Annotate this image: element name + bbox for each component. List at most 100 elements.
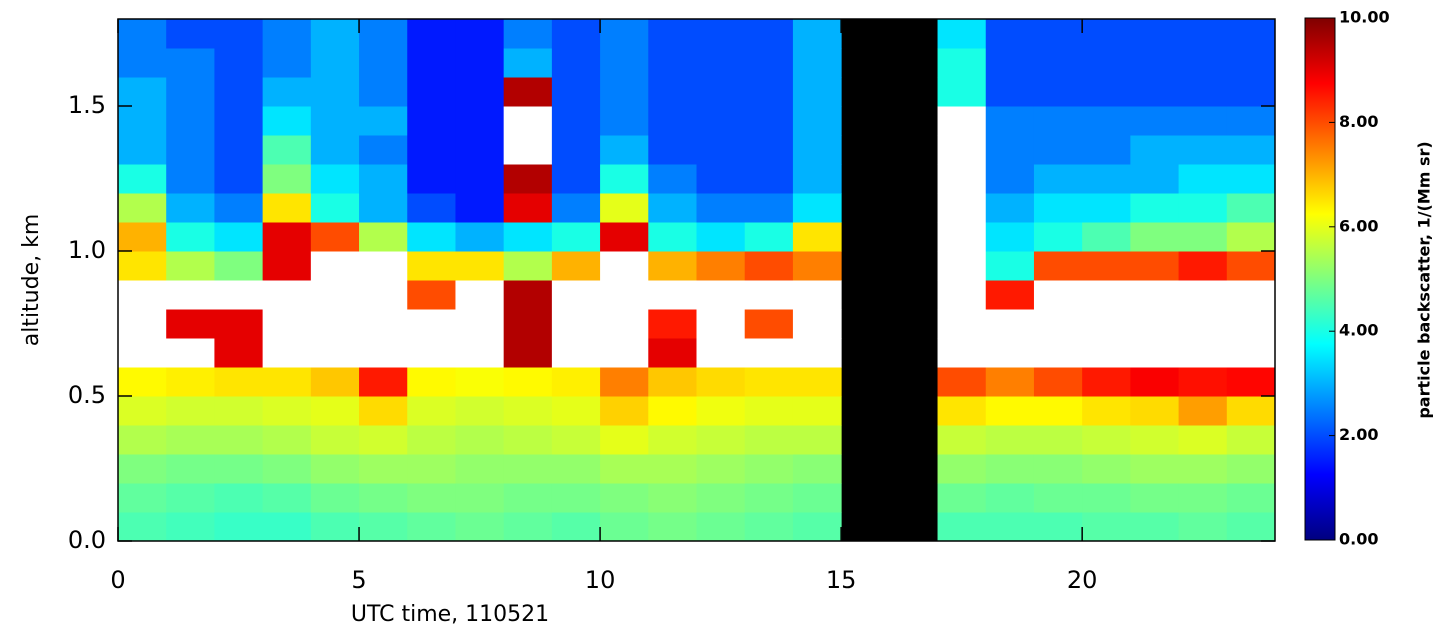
heatmap-cell <box>551 396 601 426</box>
y-axis-label: altitude, km <box>19 214 44 347</box>
heatmap-cell <box>1226 77 1276 107</box>
heatmap-cell <box>937 512 987 542</box>
heatmap-cell <box>792 164 842 194</box>
heatmap-cell <box>1033 367 1083 397</box>
heatmap-cell <box>503 309 553 339</box>
heatmap-cell <box>166 222 215 252</box>
heatmap-cell <box>1082 454 1131 484</box>
heatmap-cell <box>359 367 408 397</box>
heatmap-cell <box>407 193 456 223</box>
heatmap-cell <box>359 48 408 78</box>
heatmap-cell <box>1226 483 1276 513</box>
heatmap-cell <box>1130 48 1180 78</box>
heatmap-cell <box>1178 280 1228 310</box>
heatmap-cell <box>696 396 746 426</box>
heatmap-cell <box>214 396 264 426</box>
heatmap-cell <box>937 483 987 513</box>
heatmap-cell <box>166 454 215 484</box>
heatmap-cell <box>118 19 167 49</box>
heatmap-cell <box>696 48 746 78</box>
heatmap-cell <box>1082 280 1131 310</box>
heatmap-cell <box>1033 338 1083 368</box>
heatmap-cell <box>455 164 505 194</box>
heatmap-cell <box>696 367 746 397</box>
heatmap-cell <box>744 251 794 281</box>
heatmap-cell <box>407 280 456 310</box>
heatmap-cell <box>600 19 649 49</box>
heatmap-cell <box>696 106 746 136</box>
heatmap-cell <box>118 425 167 455</box>
heatmap-cell <box>262 19 312 49</box>
heatmap-cell <box>551 77 601 107</box>
heatmap-cell <box>551 338 601 368</box>
heatmap-cell <box>503 396 553 426</box>
heatmap-cell <box>359 454 408 484</box>
heatmap-cell <box>648 367 697 397</box>
x-tick-label: 0 <box>110 566 125 594</box>
heatmap-cell <box>985 19 1035 49</box>
heatmap-cell <box>985 280 1035 310</box>
heatmap-cell <box>985 193 1035 223</box>
heatmap-cell <box>166 77 215 107</box>
heatmap-cell <box>985 135 1035 165</box>
heatmap-cell <box>985 164 1035 194</box>
heatmap-cell <box>1226 48 1276 78</box>
heatmap-cell <box>744 193 794 223</box>
heatmap-cell <box>1178 164 1228 194</box>
heatmap-cell <box>1082 222 1131 252</box>
heatmap-cell <box>648 483 697 513</box>
heatmap-cell <box>118 77 167 107</box>
heatmap-cell <box>214 338 264 368</box>
heatmap-cell <box>600 280 649 310</box>
heatmap-cell <box>696 483 746 513</box>
heatmap-cell <box>359 77 408 107</box>
heatmap-cell <box>937 367 987 397</box>
heatmap-cell <box>744 222 794 252</box>
heatmap-cell <box>551 106 601 136</box>
heatmap-cell <box>1130 251 1180 281</box>
heatmap-cell <box>166 512 215 542</box>
heatmap-cell <box>744 396 794 426</box>
heatmap-cell <box>359 280 408 310</box>
heatmap-cell <box>503 338 553 368</box>
heatmap-cell <box>214 222 264 252</box>
heatmap-cell <box>1178 425 1228 455</box>
heatmap-cell <box>985 251 1035 281</box>
heatmap-cell <box>310 48 360 78</box>
heatmap-cell <box>407 106 456 136</box>
heatmap-cell <box>503 48 553 78</box>
heatmap-cell <box>166 309 215 339</box>
heatmap-cell <box>985 309 1035 339</box>
heatmap-cell <box>600 77 649 107</box>
heatmap-cell <box>262 106 312 136</box>
heatmap-cell <box>118 338 167 368</box>
heatmap-cell <box>937 454 987 484</box>
heatmap-cell <box>1033 19 1083 49</box>
heatmap-cell <box>600 338 649 368</box>
heatmap-cell <box>937 425 987 455</box>
heatmap-cell <box>1178 19 1228 49</box>
heatmap-cell <box>696 77 746 107</box>
heatmap-cell <box>118 193 167 223</box>
heatmap-cell <box>455 425 505 455</box>
heatmap-cell <box>648 280 697 310</box>
heatmap-cell <box>118 396 167 426</box>
heatmap-cell <box>310 396 360 426</box>
heatmap-cell <box>1226 106 1276 136</box>
plot-frame <box>117 18 1276 542</box>
heatmap-cell <box>1033 48 1083 78</box>
heatmap-cell <box>262 280 312 310</box>
heatmap-cell <box>937 193 987 223</box>
x-axis-label: UTC time, 110521 <box>351 602 549 627</box>
heatmap-cell <box>407 135 456 165</box>
heatmap-cell <box>214 309 264 339</box>
heatmap-cell <box>1082 251 1131 281</box>
heatmap-cell <box>792 106 842 136</box>
heatmap-cell <box>166 106 215 136</box>
heatmap-cell <box>1226 164 1276 194</box>
heatmap-cell <box>310 164 360 194</box>
heatmap-cell <box>1130 193 1180 223</box>
heatmap-cell <box>792 338 842 368</box>
heatmap-cell <box>1130 396 1180 426</box>
